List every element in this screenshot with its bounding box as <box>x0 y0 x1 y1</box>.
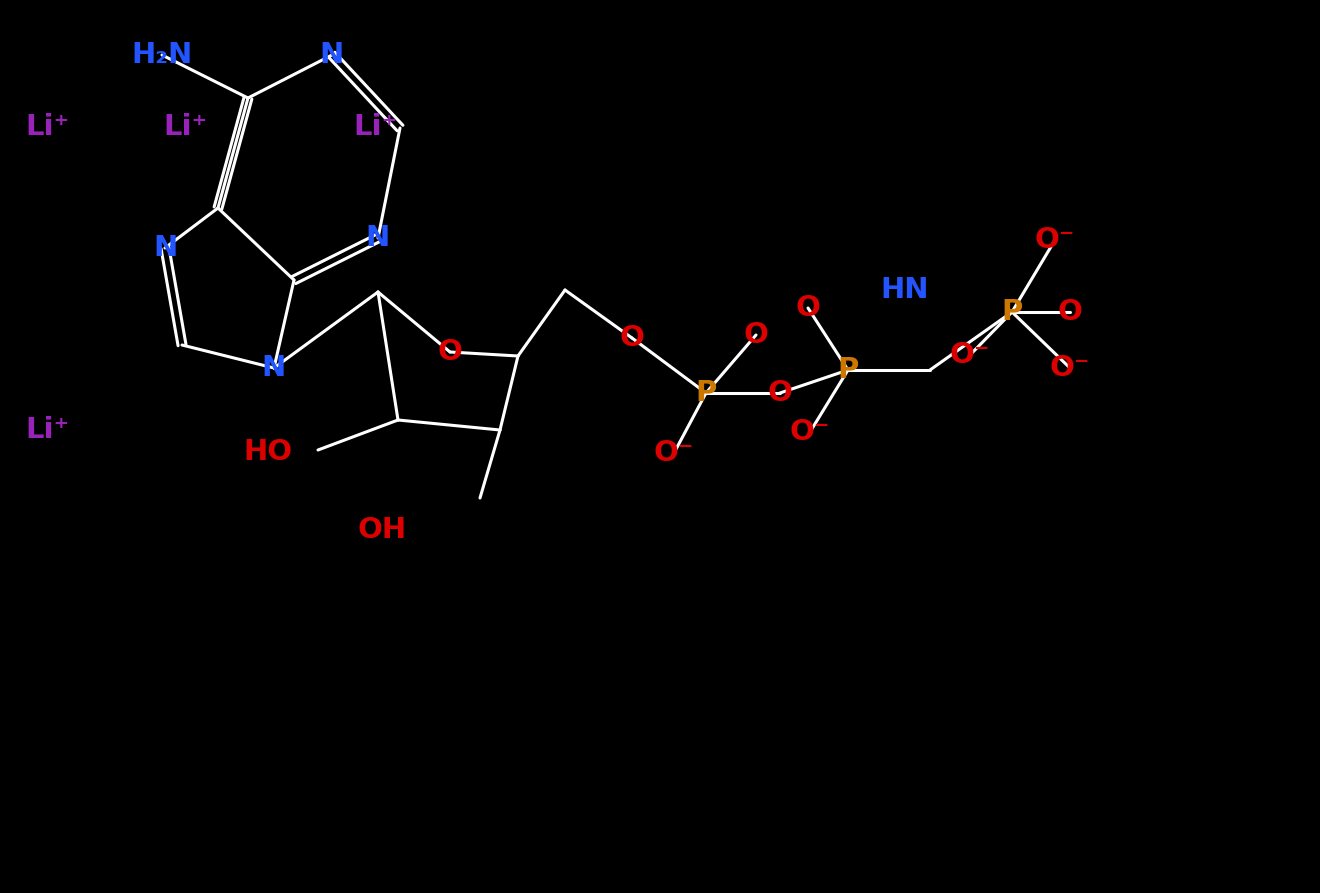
Text: HO: HO <box>243 438 293 466</box>
Text: O⁻: O⁻ <box>789 418 830 446</box>
Text: Li⁺: Li⁺ <box>25 416 69 444</box>
Text: O: O <box>767 379 792 407</box>
Text: N: N <box>261 354 286 382</box>
Text: O: O <box>1057 298 1082 326</box>
Text: Li⁺: Li⁺ <box>25 113 69 141</box>
Text: N: N <box>366 224 391 252</box>
Text: O⁻: O⁻ <box>950 341 990 369</box>
Text: HN: HN <box>880 276 929 304</box>
Text: Li⁺: Li⁺ <box>162 113 207 141</box>
Text: O: O <box>437 338 462 366</box>
Text: N: N <box>319 41 345 69</box>
Text: H₂N: H₂N <box>132 41 193 69</box>
Text: OH: OH <box>358 516 407 544</box>
Text: N: N <box>153 234 177 262</box>
Text: O: O <box>743 321 768 349</box>
Text: O⁻: O⁻ <box>653 439 694 467</box>
Text: P: P <box>837 356 859 384</box>
Text: Li⁺: Li⁺ <box>352 113 397 141</box>
Text: P: P <box>696 379 717 407</box>
Text: O⁻: O⁻ <box>1049 354 1090 382</box>
Text: O: O <box>796 294 821 322</box>
Text: O: O <box>619 324 644 352</box>
Text: O⁻: O⁻ <box>1035 226 1076 254</box>
Text: P: P <box>1002 298 1023 326</box>
